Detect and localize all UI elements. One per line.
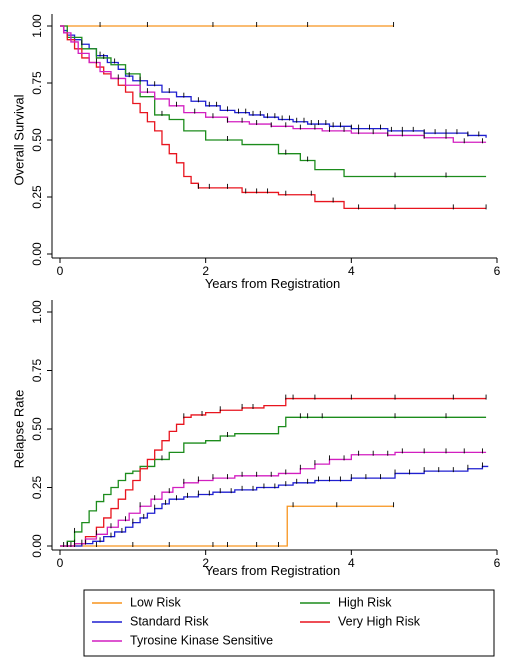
y-tick-label: 0.00	[30, 534, 44, 558]
series-line-standard-risk	[60, 25, 487, 138]
relapse-rate-ticks	[47, 311, 498, 555]
series-line-low-risk	[60, 505, 394, 547]
y-tick-label: 0.00	[30, 242, 44, 266]
x-tick-label: 6	[494, 556, 501, 570]
x-tick-label: 4	[348, 264, 355, 278]
series-line-very-high-risk	[60, 25, 487, 210]
overall-survival-y-label: Overall Survival	[11, 94, 26, 185]
y-tick-label: 0.50	[30, 128, 44, 152]
x-tick-label: 0	[57, 264, 64, 278]
legend-items: Low Risk High Risk Standard Risk Very High …	[92, 595, 421, 647]
y-tick-label: 0.50	[30, 417, 44, 441]
y-tick-label: 0.25	[30, 185, 44, 209]
x-tick-label: 2	[202, 264, 209, 278]
y-tick-label: 1.00	[30, 300, 44, 324]
legend-label-standard-risk: Standard Risk	[130, 614, 209, 628]
legend-label-low-risk: Low Risk	[130, 595, 181, 609]
legend-label-very-high-risk: Very High Risk	[338, 614, 421, 628]
series-line-standard-risk	[60, 465, 489, 547]
series-line-tyrosine-kinase-sensitive	[60, 25, 487, 143]
relapse-rate-censor-marks	[63, 394, 487, 547]
relapse-rate-y-label: Relapse Rate	[11, 390, 26, 469]
y-tick-label: 1.00	[30, 14, 44, 38]
relapse-rate-tick-labels: 0 2 4 6 0.00 0.25 0.50 0.75 1.00	[30, 300, 500, 570]
overall-survival-curves	[60, 25, 487, 210]
legend-box	[83, 589, 495, 657]
overall-survival-censor-marks	[81, 22, 487, 210]
y-tick-label: 0.75	[30, 71, 44, 95]
relapse-rate-chart: 0 2 4 6 0.00 0.25 0.50 0.75 1.00 Years from Regi…	[11, 300, 500, 578]
overall-survival-x-label: Years from Registration	[205, 276, 340, 291]
legend-label-tyrosine-kinase-sensitive: Tyrosine Kinase Sensitive	[130, 633, 273, 647]
legend: Low Risk High Risk Standard Risk Very High …	[83, 589, 495, 657]
x-tick-label: 0	[57, 556, 64, 570]
x-tick-label: 6	[494, 264, 501, 278]
overall-survival-ticks	[47, 25, 498, 263]
overall-survival-tick-labels: 0 2 4 6 0.00 0.25 0.50 0.75 1.00	[30, 14, 500, 278]
relapse-rate-x-label: Years from Registration	[205, 563, 340, 578]
y-tick-label: 0.25	[30, 475, 44, 499]
overall-survival-chart: 0 2 4 6 0.00 0.25 0.50 0.75 1.00 Years from Regi…	[11, 14, 500, 291]
legend-label-high-risk: High Risk	[338, 595, 392, 609]
x-tick-label: 2	[202, 556, 209, 570]
y-tick-label: 0.75	[30, 358, 44, 382]
series-line-high-risk	[60, 25, 487, 178]
x-tick-label: 4	[348, 556, 355, 570]
